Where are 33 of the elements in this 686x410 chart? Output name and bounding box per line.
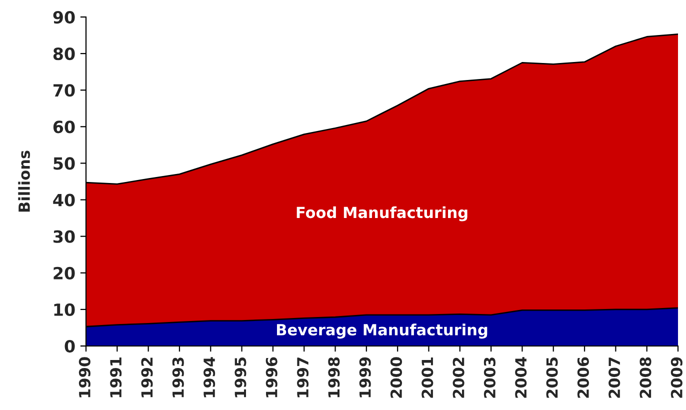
x-tick-label: 2001 [422, 357, 434, 398]
x-tick-label: 1995 [234, 357, 246, 398]
x-tick-label: 2008 [640, 357, 652, 398]
x-tick-label: 2002 [452, 358, 464, 398]
y-tick-label: 0 [64, 340, 75, 353]
y-tick-label: 50 [54, 157, 75, 170]
y-tick-label: 90 [53, 10, 75, 24]
y-tick-label: 40 [53, 194, 75, 206]
x-tick-label: 1997 [296, 358, 309, 398]
x-tick-label: 1991 [110, 357, 122, 398]
y-tick-label: 20 [54, 266, 75, 280]
x-tick-label: 1993 [172, 358, 184, 398]
series-label: Beverage Manufacturing [276, 324, 488, 339]
x-tick-label: 2005 [546, 357, 558, 398]
y-tick-label: 30 [54, 230, 75, 243]
y-axis-title: Billions [18, 150, 30, 212]
y-tick-label: 80 [53, 48, 75, 60]
x-tick-label: 2000 [390, 357, 402, 398]
x-tick-label: 1992 [141, 358, 153, 398]
y-tick-label: 10 [54, 303, 75, 316]
x-tick-label: 2006 [577, 357, 589, 398]
series-label: Food Manufacturing [296, 206, 468, 222]
x-tick-label: 2009 [670, 357, 682, 398]
x-tick-label: 2004 [515, 357, 527, 398]
x-tick-label: 2007 [608, 358, 620, 398]
y-tick-label: 60 [53, 120, 75, 134]
x-tick-label: 2003 [484, 358, 496, 398]
y-tick-label: 70 [54, 84, 75, 97]
x-tick-label: 1990 [78, 357, 90, 398]
x-tick-label: 1999 [359, 357, 371, 398]
x-tick-label: 1996 [266, 357, 278, 398]
x-tick-label: 1994 [204, 357, 216, 398]
x-tick-label: 1998 [328, 357, 340, 398]
